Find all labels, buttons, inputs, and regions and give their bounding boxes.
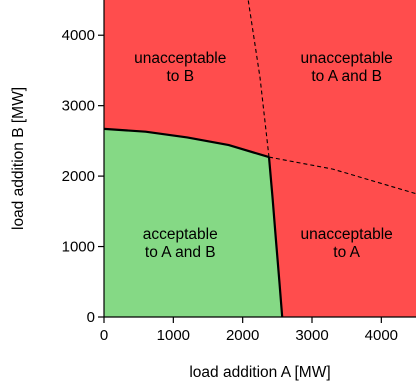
y-tick-label: 3000 bbox=[62, 98, 95, 115]
extension-line-b bbox=[268, 156, 416, 195]
x-tick-label: 2000 bbox=[226, 327, 259, 344]
x-tick-label: 0 bbox=[100, 327, 108, 344]
acceptable-region bbox=[104, 128, 283, 317]
y-tick-label: 4000 bbox=[62, 27, 95, 44]
region-label: acceptable to A and B bbox=[143, 226, 218, 261]
x-tick-label: 3000 bbox=[295, 327, 328, 344]
region-label: unacceptable to A bbox=[301, 226, 393, 261]
x-tick-label: 4000 bbox=[365, 327, 398, 344]
y-tick-label: 2000 bbox=[62, 168, 95, 185]
x-axis-ticks: 0 1000 2000 3000 4000 bbox=[100, 317, 398, 344]
y-axis-ticks: 0 1000 2000 3000 4000 bbox=[62, 27, 104, 326]
boundary-line-a bbox=[267, 157, 284, 317]
extension-line-a bbox=[247, 0, 270, 158]
y-axis-label: load addition B [MW] bbox=[10, 87, 27, 230]
region-label: unacceptable to A and B bbox=[301, 50, 393, 85]
region-label: unacceptable to B bbox=[134, 50, 226, 85]
region-labels: acceptable to A and B unacceptable to B unac… bbox=[134, 50, 393, 261]
y-tick-label: 1000 bbox=[62, 239, 95, 256]
y-tick-label: 0 bbox=[87, 309, 95, 326]
x-axis-label: load addition A [MW] bbox=[189, 364, 330, 381]
x-tick-label: 1000 bbox=[157, 327, 190, 344]
boundary-line-b bbox=[104, 127, 270, 159]
